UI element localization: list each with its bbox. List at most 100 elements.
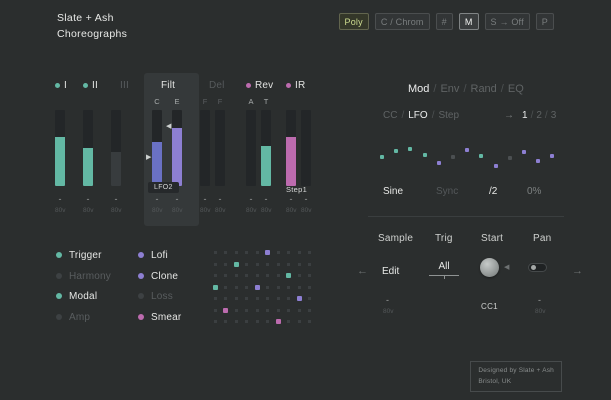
lfo-sync-toggle[interactable]: Sync [436,186,459,197]
tab-mod[interactable]: Mod [408,83,430,95]
fader-track[interactable] [55,110,65,186]
matrix-cell-active[interactable] [275,319,281,325]
trig-mode-select[interactable]: All [429,261,459,279]
lfo-step-dot[interactable] [422,152,427,157]
fader-track[interactable] [200,110,210,186]
matrix-cell-active[interactable] [233,261,239,267]
nav-next-arrow[interactable]: → [572,265,583,277]
mod-assign-badge-step1[interactable]: Step1 [286,185,308,194]
matrix-cell[interactable] [213,251,217,255]
fader-track[interactable] [246,110,256,186]
edit-button[interactable]: Edit [382,266,400,277]
fader-bar[interactable] [55,137,65,186]
fader-track[interactable] [215,110,225,186]
tab-eq[interactable]: EQ [507,83,524,95]
matrix-cell[interactable] [308,297,312,301]
channel-header-1[interactable]: I [55,80,67,91]
matrix-cell[interactable] [308,251,312,255]
fader-track[interactable] [111,110,121,186]
matrix-cell[interactable] [234,274,238,278]
matrix-cell[interactable] [266,285,270,289]
matrix-cell[interactable] [255,251,259,255]
lfo-step-dot[interactable] [465,148,470,152]
matrix-cell[interactable] [245,285,249,289]
matrix-cell[interactable] [213,320,217,324]
matrix-cell[interactable] [224,262,228,266]
module-smear[interactable]: Smear [138,311,181,323]
matrix-cell[interactable] [234,320,238,324]
fader-bar[interactable] [111,151,121,186]
matrix-cell[interactable] [224,320,228,324]
matrix-cell-active[interactable] [212,284,218,290]
matrix-cell[interactable] [234,251,238,255]
lfo-step-dot[interactable] [451,155,455,160]
fader-track[interactable] [261,110,271,186]
fader-track[interactable] [172,110,182,186]
tab-step[interactable]: Step [438,110,460,121]
matrix-cell[interactable] [287,297,291,301]
matrix-cell[interactable] [287,285,291,289]
lfo-step-dot[interactable] [522,150,526,155]
tab-cc[interactable]: CC [383,110,398,121]
matrix-cell[interactable] [308,262,312,266]
module-loss[interactable]: Loss [138,290,173,302]
lfo-step-dot[interactable] [408,146,413,151]
arrow-left-icon[interactable]: ◀ [166,123,172,130]
matrix-cell[interactable] [224,251,228,255]
matrix-cell[interactable] [297,285,301,289]
lfo-amount-value[interactable]: 0% [527,186,542,197]
matrix-cell[interactable] [266,274,270,278]
page-3[interactable]: 3 [550,110,557,121]
lfo-step-dot[interactable] [536,158,541,163]
matrix-cell[interactable] [297,320,301,324]
s-off-button[interactable]: S → Off [484,13,530,30]
matrix-cell[interactable] [255,262,259,266]
channel-header-2[interactable]: II [83,80,98,91]
nav-prev-arrow[interactable]: ← [357,265,368,277]
tab-rand[interactable]: Rand [470,83,497,95]
matrix-cell[interactable] [276,274,280,278]
matrix-cell[interactable] [213,262,217,266]
matrix-cell[interactable] [245,251,249,255]
matrix-cell[interactable] [287,320,291,324]
channel-header-3[interactable]: III [111,80,129,91]
matrix-cell[interactable] [255,274,259,278]
lfo-step-dot[interactable] [479,154,484,158]
sharp-button[interactable]: # [435,13,453,30]
matrix-cell[interactable] [308,308,312,312]
matrix-cell[interactable] [234,285,238,289]
matrix-cell[interactable] [276,251,280,255]
matrix-cell[interactable] [297,262,301,266]
matrix-cell[interactable] [245,297,249,301]
matrix-cell-active[interactable] [286,273,292,279]
matrix-cell[interactable] [287,308,291,312]
m-button[interactable]: M [458,13,479,30]
matrix-cell[interactable] [308,274,312,278]
tab-env[interactable]: Env [440,83,460,95]
matrix-cell[interactable] [213,274,217,278]
tab-lfo[interactable]: LFO [408,110,428,121]
lfo-step-dot[interactable] [550,154,555,158]
matrix-cell[interactable] [287,251,291,255]
matrix-cell[interactable] [245,320,249,324]
matrix-cell[interactable] [276,285,280,289]
matrix-cell[interactable] [297,274,301,278]
matrix-cell[interactable] [287,262,291,266]
matrix-cell[interactable] [276,297,280,301]
poly-mode-button[interactable]: Poly [338,13,369,30]
lfo-rate-select[interactable]: /2 [489,186,498,197]
fader-track[interactable] [301,110,311,186]
matrix-cell[interactable] [213,308,217,312]
lfo-step-dot[interactable] [394,149,399,154]
lfo-step-dot[interactable] [507,156,512,161]
fader-bar[interactable] [152,141,162,186]
arrow-right-icon[interactable]: ▶ [146,154,152,161]
channel-header-rev[interactable]: Rev [246,80,273,91]
matrix-cell-active[interactable] [265,250,271,256]
fader-bar[interactable] [172,128,182,186]
mod-assign-badge-lfo2[interactable]: LFO2 [148,182,179,193]
lfo-step-dot[interactable] [380,155,384,160]
matrix-cell[interactable] [224,274,228,278]
matrix-cell[interactable] [234,308,238,312]
page-2[interactable]: 2 [536,110,542,121]
